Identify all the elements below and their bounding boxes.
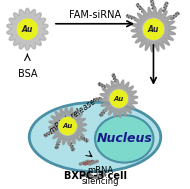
Ellipse shape	[29, 102, 161, 172]
Polygon shape	[109, 89, 128, 108]
Text: mRNA
silencing: mRNA silencing	[82, 166, 119, 186]
Polygon shape	[48, 107, 87, 145]
Polygon shape	[131, 7, 176, 52]
Ellipse shape	[95, 115, 154, 163]
Polygon shape	[58, 117, 77, 135]
Circle shape	[143, 19, 164, 39]
Text: Au: Au	[63, 123, 73, 129]
Text: Au: Au	[148, 25, 159, 34]
Text: mRNA release: mRNA release	[48, 98, 98, 136]
Text: Au: Au	[22, 25, 33, 34]
Text: BXPC-3 cell: BXPC-3 cell	[63, 171, 127, 181]
Text: Au: Au	[114, 96, 124, 102]
Circle shape	[59, 118, 76, 135]
Text: FAM-siRNA: FAM-siRNA	[69, 10, 121, 20]
Polygon shape	[7, 8, 48, 50]
Text: BSA: BSA	[18, 69, 37, 79]
Polygon shape	[142, 18, 164, 40]
Text: Nucleus: Nucleus	[96, 132, 152, 145]
Circle shape	[17, 19, 37, 39]
Polygon shape	[100, 80, 138, 118]
Circle shape	[110, 90, 127, 107]
Polygon shape	[17, 19, 37, 39]
